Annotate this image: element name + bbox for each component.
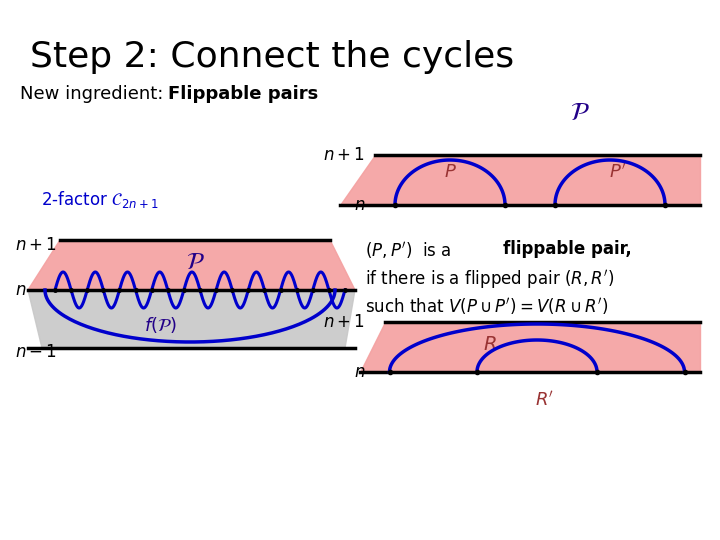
Text: 2-factor $\mathcal{C}_{2n+1}$: 2-factor $\mathcal{C}_{2n+1}$	[41, 189, 159, 210]
Text: $n+1$: $n+1$	[323, 313, 365, 331]
Polygon shape	[28, 240, 355, 290]
Text: $f(\mathcal{P})$: $f(\mathcal{P})$	[143, 315, 176, 335]
Text: $P$: $P$	[444, 163, 456, 181]
Text: Flippable pairs: Flippable pairs	[168, 85, 318, 103]
Text: $n$: $n$	[354, 363, 365, 381]
Text: such that $V(P \cup P') = V(R \cup R')$: such that $V(P \cup P') = V(R \cup R')$	[365, 296, 608, 317]
Text: $\mathcal{P}$: $\mathcal{P}$	[570, 101, 590, 125]
Polygon shape	[28, 290, 355, 348]
Text: New ingredient:: New ingredient:	[20, 85, 169, 103]
Text: $n-1$: $n-1$	[15, 343, 57, 361]
Text: $n$: $n$	[354, 196, 365, 214]
Text: $\mathcal{P}$: $\mathcal{P}$	[186, 250, 204, 274]
Polygon shape	[340, 155, 700, 205]
Text: $R$: $R$	[483, 335, 497, 354]
Polygon shape	[360, 322, 700, 372]
Text: $n$: $n$	[15, 281, 27, 299]
Text: Step 2: Connect the cycles: Step 2: Connect the cycles	[30, 40, 514, 74]
Text: $n+1$: $n+1$	[323, 146, 365, 164]
Text: $P'$: $P'$	[609, 163, 626, 181]
Text: $n+1$: $n+1$	[15, 236, 57, 254]
Text: if there is a flipped pair $(R, R')$: if there is a flipped pair $(R, R')$	[365, 268, 614, 291]
Text: flippable pair,: flippable pair,	[503, 240, 631, 258]
Text: $(P, P')$  is a: $(P, P')$ is a	[365, 240, 453, 261]
Text: $R'$: $R'$	[536, 390, 554, 409]
